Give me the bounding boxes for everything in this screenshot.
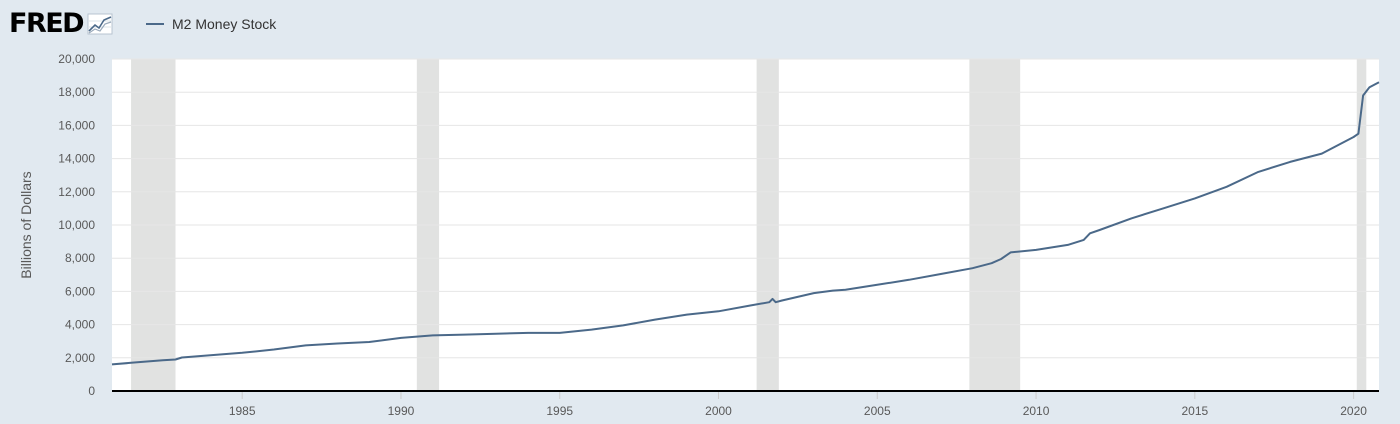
y-tick-label: 12,000: [58, 185, 95, 199]
legend-label: M2 Money Stock: [172, 16, 277, 32]
x-tick-label: 1985: [229, 404, 256, 418]
x-tick-label: 1995: [546, 404, 573, 418]
y-tick-label: 14,000: [58, 152, 95, 166]
y-axis-label: Billions of Dollars: [18, 171, 34, 278]
y-tick-label: 8,000: [65, 251, 95, 265]
x-tick-label: 1990: [388, 404, 415, 418]
y-axis-ticks: 0 2,000 4,000 6,000 8,000 10,000 12,000 14,000 1…: [58, 52, 95, 398]
y-tick-label: 10,000: [58, 218, 95, 232]
y-tick-label: 0: [88, 384, 95, 398]
x-axis-ticks: 1985 1990 1995 2000 2005 2010 2015 2020: [229, 391, 1367, 418]
y-tick-label: 16,000: [58, 118, 95, 132]
x-tick-label: 2000: [705, 404, 732, 418]
series-line-m2[interactable]: [111, 81, 1380, 366]
x-tick-label: 2010: [1023, 404, 1050, 418]
chart-header: FRED M2 Money Stock: [0, 0, 1400, 48]
y-tick-label: 4,000: [65, 318, 95, 332]
grid-lines: [112, 58, 1379, 359]
y-tick-label: 6,000: [65, 284, 95, 298]
x-tick-label: 2005: [864, 404, 891, 418]
y-tick-label: 2,000: [65, 351, 95, 365]
x-tick-label: 2015: [1181, 404, 1208, 418]
legend[interactable]: M2 Money Stock: [146, 15, 276, 33]
y-tick-label: 18,000: [58, 85, 95, 99]
chart-line-icon: [87, 13, 113, 35]
y-tick-label: 20,000: [58, 52, 95, 66]
fred-logo[interactable]: FRED: [9, 8, 113, 40]
logo-text: FRED: [9, 8, 85, 39]
legend-swatch: [146, 23, 164, 25]
x-tick-label: 2020: [1340, 404, 1367, 418]
